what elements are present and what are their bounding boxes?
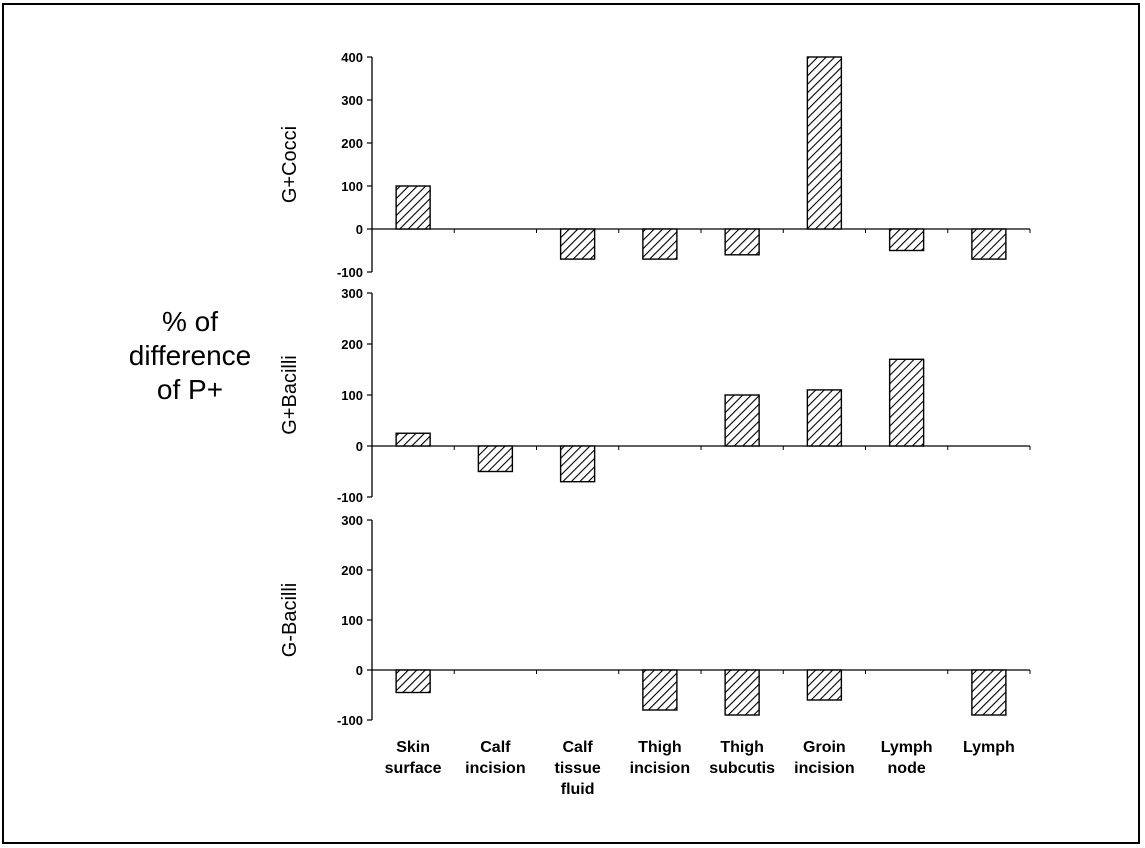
bar-5 bbox=[724, 669, 760, 716]
y-tick-label: 200 bbox=[341, 337, 363, 352]
y-tick-label: 300 bbox=[341, 93, 363, 108]
y-tick-label: 100 bbox=[341, 179, 363, 194]
bar-7 bbox=[888, 358, 925, 447]
bar-4 bbox=[642, 228, 678, 260]
y-label-line-3: of P+ bbox=[156, 374, 224, 405]
x-category-labels: Skin surface Calf incision Calf tissue fluid Th… bbox=[385, 739, 1015, 798]
panel-label: G+Bacilli bbox=[279, 355, 301, 434]
x-category-label: Calf bbox=[480, 739, 511, 756]
y-label-line-2: difference bbox=[128, 340, 252, 371]
bar-3 bbox=[559, 445, 596, 483]
y-label-line-1: % of bbox=[161, 306, 219, 337]
bar-6 bbox=[806, 669, 843, 701]
bar-2 bbox=[477, 445, 514, 473]
x-category-label: fluid bbox=[561, 781, 595, 798]
bar-6 bbox=[806, 56, 843, 230]
bar-3 bbox=[559, 228, 596, 260]
panel-g-cocci: 400 300 200 100 0 -100 G+Cocci bbox=[279, 50, 1031, 280]
figure-frame bbox=[2, 3, 1140, 844]
x-category-label: subcutis bbox=[709, 760, 775, 777]
y-tick-label: -100 bbox=[337, 265, 363, 280]
bar-5 bbox=[724, 228, 760, 256]
bar-8 bbox=[971, 669, 1007, 716]
y-tick-label: 0 bbox=[356, 663, 363, 678]
x-category-label: Skin bbox=[396, 739, 430, 756]
y-tick-label: -100 bbox=[337, 713, 363, 728]
x-category-label: node bbox=[888, 760, 926, 777]
x-category-label: incision bbox=[794, 760, 854, 777]
panel-label: G+Cocci bbox=[279, 126, 301, 203]
x-category-label: Groin bbox=[803, 739, 846, 756]
y-tick-label: -100 bbox=[337, 490, 363, 505]
y-tick-label: 200 bbox=[341, 563, 363, 578]
x-category-label: tissue bbox=[555, 760, 601, 777]
y-tick-label: 200 bbox=[341, 136, 363, 151]
bar-8 bbox=[971, 228, 1007, 260]
x-category-label: surface bbox=[385, 760, 442, 777]
bar-7 bbox=[888, 228, 925, 252]
y-tick-label: 300 bbox=[341, 513, 363, 528]
y-tick-label: 300 bbox=[341, 286, 363, 301]
y-tick-label: 100 bbox=[341, 388, 363, 403]
shared-y-axis-label: % of difference of P+ bbox=[110, 305, 270, 407]
x-category-label: Thigh bbox=[638, 739, 682, 756]
x-category-label: incision bbox=[630, 760, 690, 777]
panel-label: G-Bacilli bbox=[279, 583, 301, 657]
y-tick-label: 0 bbox=[356, 439, 363, 454]
y-tick-label: 100 bbox=[341, 613, 363, 628]
panel-g-bacilli: 300 200 100 0 -100 G-Bacilli bbox=[279, 513, 1031, 728]
x-category-label: incision bbox=[465, 760, 525, 777]
x-category-label: Lymph bbox=[963, 739, 1015, 756]
bar-1 bbox=[395, 669, 431, 694]
bar-1 bbox=[395, 432, 431, 447]
x-category-label: Calf bbox=[563, 739, 594, 756]
y-tick-label: 400 bbox=[341, 50, 363, 65]
panel-g-bacilli: 300 200 100 0 -100 G+Bacilli bbox=[279, 286, 1031, 505]
x-category-label: Thigh bbox=[720, 739, 764, 756]
x-category-label: Lymph bbox=[881, 739, 933, 756]
bar-1 bbox=[395, 185, 431, 230]
bar-5 bbox=[724, 394, 760, 447]
y-tick-label: 0 bbox=[356, 222, 363, 237]
bar-4 bbox=[642, 669, 678, 711]
bar-6 bbox=[806, 389, 843, 447]
